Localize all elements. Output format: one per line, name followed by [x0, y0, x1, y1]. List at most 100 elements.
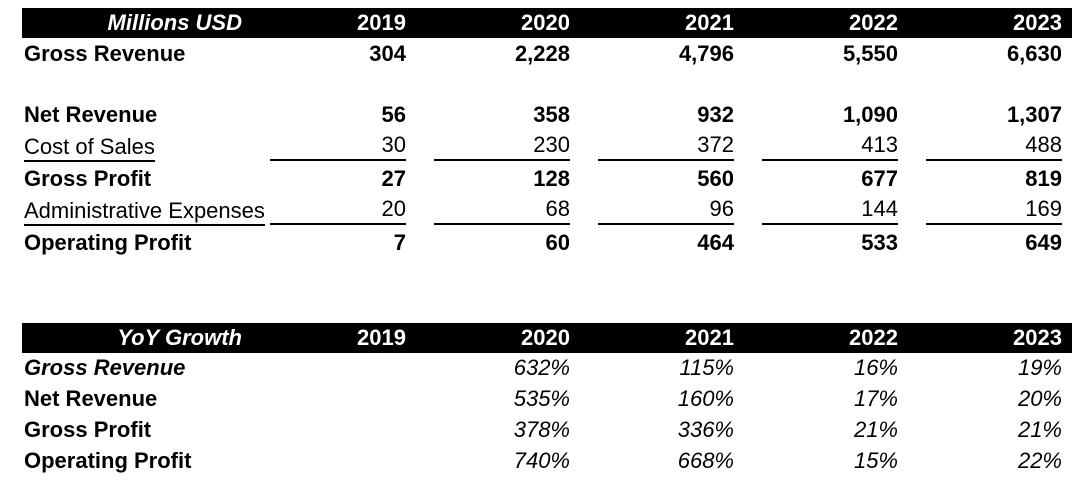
underlined-value: 20: [270, 196, 406, 226]
year-header: 2020: [521, 10, 570, 35]
value-cell: 649: [1025, 229, 1062, 255]
financial-summary: Millions USD 2019 2020 2021 2022 2023 Gr…: [22, 8, 1072, 477]
underlined-value: 413: [762, 132, 898, 162]
income-table-title: Millions USD: [107, 10, 242, 35]
row-label: Administrative Expenses: [22, 195, 265, 227]
underlined-label: Cost of Sales: [24, 133, 155, 162]
value-cell-empty: [252, 446, 416, 477]
row-label: Gross Profit: [24, 165, 152, 191]
value-cell: 21%: [853, 417, 898, 443]
value-cell: 668%: [677, 448, 734, 474]
yoy-growth-table: YoY Growth 2019 2020 2021 2022 2023 Gros…: [22, 323, 1072, 477]
row-label: Cost of Sales: [22, 131, 252, 163]
value-cell: 819: [1025, 165, 1062, 191]
value-cell: 160%: [677, 386, 734, 412]
value-cell: 115%: [679, 355, 734, 381]
value-cell: 169: [908, 195, 1072, 227]
income-row-administrative-expenses: Administrative Expenses 20 68 96 144 169: [22, 195, 1072, 227]
value-cell: 535%: [513, 386, 570, 412]
year-header: 2021: [685, 10, 734, 35]
income-header-bar: Millions USD 2019 2020 2021 2022 2023: [22, 8, 1072, 38]
growth-table-title: YoY Growth: [117, 325, 242, 350]
growth-row-gross-revenue: Gross Revenue 632% 115% 16% 19%: [22, 353, 1072, 384]
underlined-value: 169: [926, 196, 1062, 226]
value-cell: 68: [416, 195, 580, 227]
income-row-gross-profit: Gross Profit 27 128 560 677 819: [22, 163, 1072, 195]
year-header: 2021: [685, 325, 734, 350]
growth-row-operating-profit: Operating Profit 740% 668% 15% 22%: [22, 446, 1072, 477]
year-header: 2023: [1013, 325, 1062, 350]
year-header: 2022: [849, 10, 898, 35]
value-cell: 378%: [513, 417, 570, 443]
underlined-label: Administrative Expenses: [24, 197, 265, 226]
value-cell: 336%: [677, 417, 734, 443]
growth-row-net-revenue: Net Revenue 535% 160% 17% 20%: [22, 384, 1072, 415]
value-cell: 20%: [1017, 386, 1062, 412]
underlined-value: 488: [926, 132, 1062, 162]
value-cell: 632%: [513, 355, 570, 381]
row-label: Gross Profit: [24, 417, 152, 443]
value-cell: 677: [861, 165, 898, 191]
value-cell: 740%: [513, 448, 570, 474]
growth-row-gross-profit: Gross Profit 378% 336% 21% 21%: [22, 415, 1072, 446]
row-label: Operating Profit: [24, 229, 192, 255]
value-cell: 7: [393, 229, 406, 255]
value-cell: 5,550: [842, 40, 898, 66]
year-header: 2019: [357, 10, 406, 35]
underlined-value: 230: [434, 132, 570, 162]
underlined-value: 30: [270, 132, 406, 162]
growth-header-bar: YoY Growth 2019 2020 2021 2022 2023: [22, 323, 1072, 353]
value-cell: 60: [545, 229, 570, 255]
underlined-value: 144: [762, 196, 898, 226]
value-cell: 15%: [853, 448, 898, 474]
value-cell: 932: [697, 101, 734, 127]
year-header: 2023: [1013, 10, 1062, 35]
value-cell: 1,307: [1006, 101, 1062, 127]
value-cell-empty: [252, 384, 416, 415]
value-cell: 372: [580, 131, 744, 163]
value-cell: 560: [697, 165, 734, 191]
value-cell: 533: [861, 229, 898, 255]
income-row-cost-of-sales: Cost of Sales 30 230 372 413 488: [22, 131, 1072, 163]
value-cell: 30: [252, 131, 416, 163]
underlined-value: 372: [598, 132, 734, 162]
year-header: 2020: [521, 325, 570, 350]
value-cell: 1,090: [842, 101, 898, 127]
value-cell-empty: [252, 415, 416, 446]
blank-row: [22, 70, 1072, 99]
row-label: Net Revenue: [24, 101, 158, 127]
value-cell: 413: [744, 131, 908, 163]
value-cell: 96: [580, 195, 744, 227]
row-label: Net Revenue: [24, 386, 158, 412]
value-cell: 2,228: [514, 40, 570, 66]
income-row-gross-revenue: Gross Revenue 304 2,228 4,796 5,550 6,63…: [22, 38, 1072, 70]
value-cell: 358: [533, 101, 570, 127]
blank-cell: [22, 70, 1072, 99]
value-cell: 4,796: [678, 40, 734, 66]
income-row-operating-profit: Operating Profit 7 60 464 533 649: [22, 227, 1072, 259]
value-cell-empty: [252, 353, 416, 384]
value-cell: 128: [533, 165, 570, 191]
value-cell: 56: [381, 101, 406, 127]
value-cell: 6,630: [1006, 40, 1062, 66]
value-cell: 230: [416, 131, 580, 163]
year-header: 2022: [849, 325, 898, 350]
income-row-net-revenue: Net Revenue 56 358 932 1,090 1,307: [22, 99, 1072, 131]
value-cell: 20: [252, 195, 416, 227]
value-cell: 304: [369, 40, 406, 66]
value-cell: 144: [744, 195, 908, 227]
underlined-value: 68: [434, 196, 570, 226]
value-cell: 16%: [853, 355, 898, 381]
row-label: Gross Revenue: [24, 355, 186, 381]
row-label: Gross Revenue: [24, 40, 186, 66]
year-header: 2019: [357, 325, 406, 350]
value-cell: 22%: [1017, 448, 1062, 474]
income-statement-table: Millions USD 2019 2020 2021 2022 2023 Gr…: [22, 8, 1072, 259]
value-cell: 21%: [1017, 417, 1062, 443]
value-cell: 19%: [1017, 355, 1062, 381]
value-cell: 17%: [853, 386, 898, 412]
value-cell: 488: [908, 131, 1072, 163]
value-cell: 27: [381, 165, 406, 191]
value-cell: 464: [697, 229, 734, 255]
underlined-value: 96: [598, 196, 734, 226]
